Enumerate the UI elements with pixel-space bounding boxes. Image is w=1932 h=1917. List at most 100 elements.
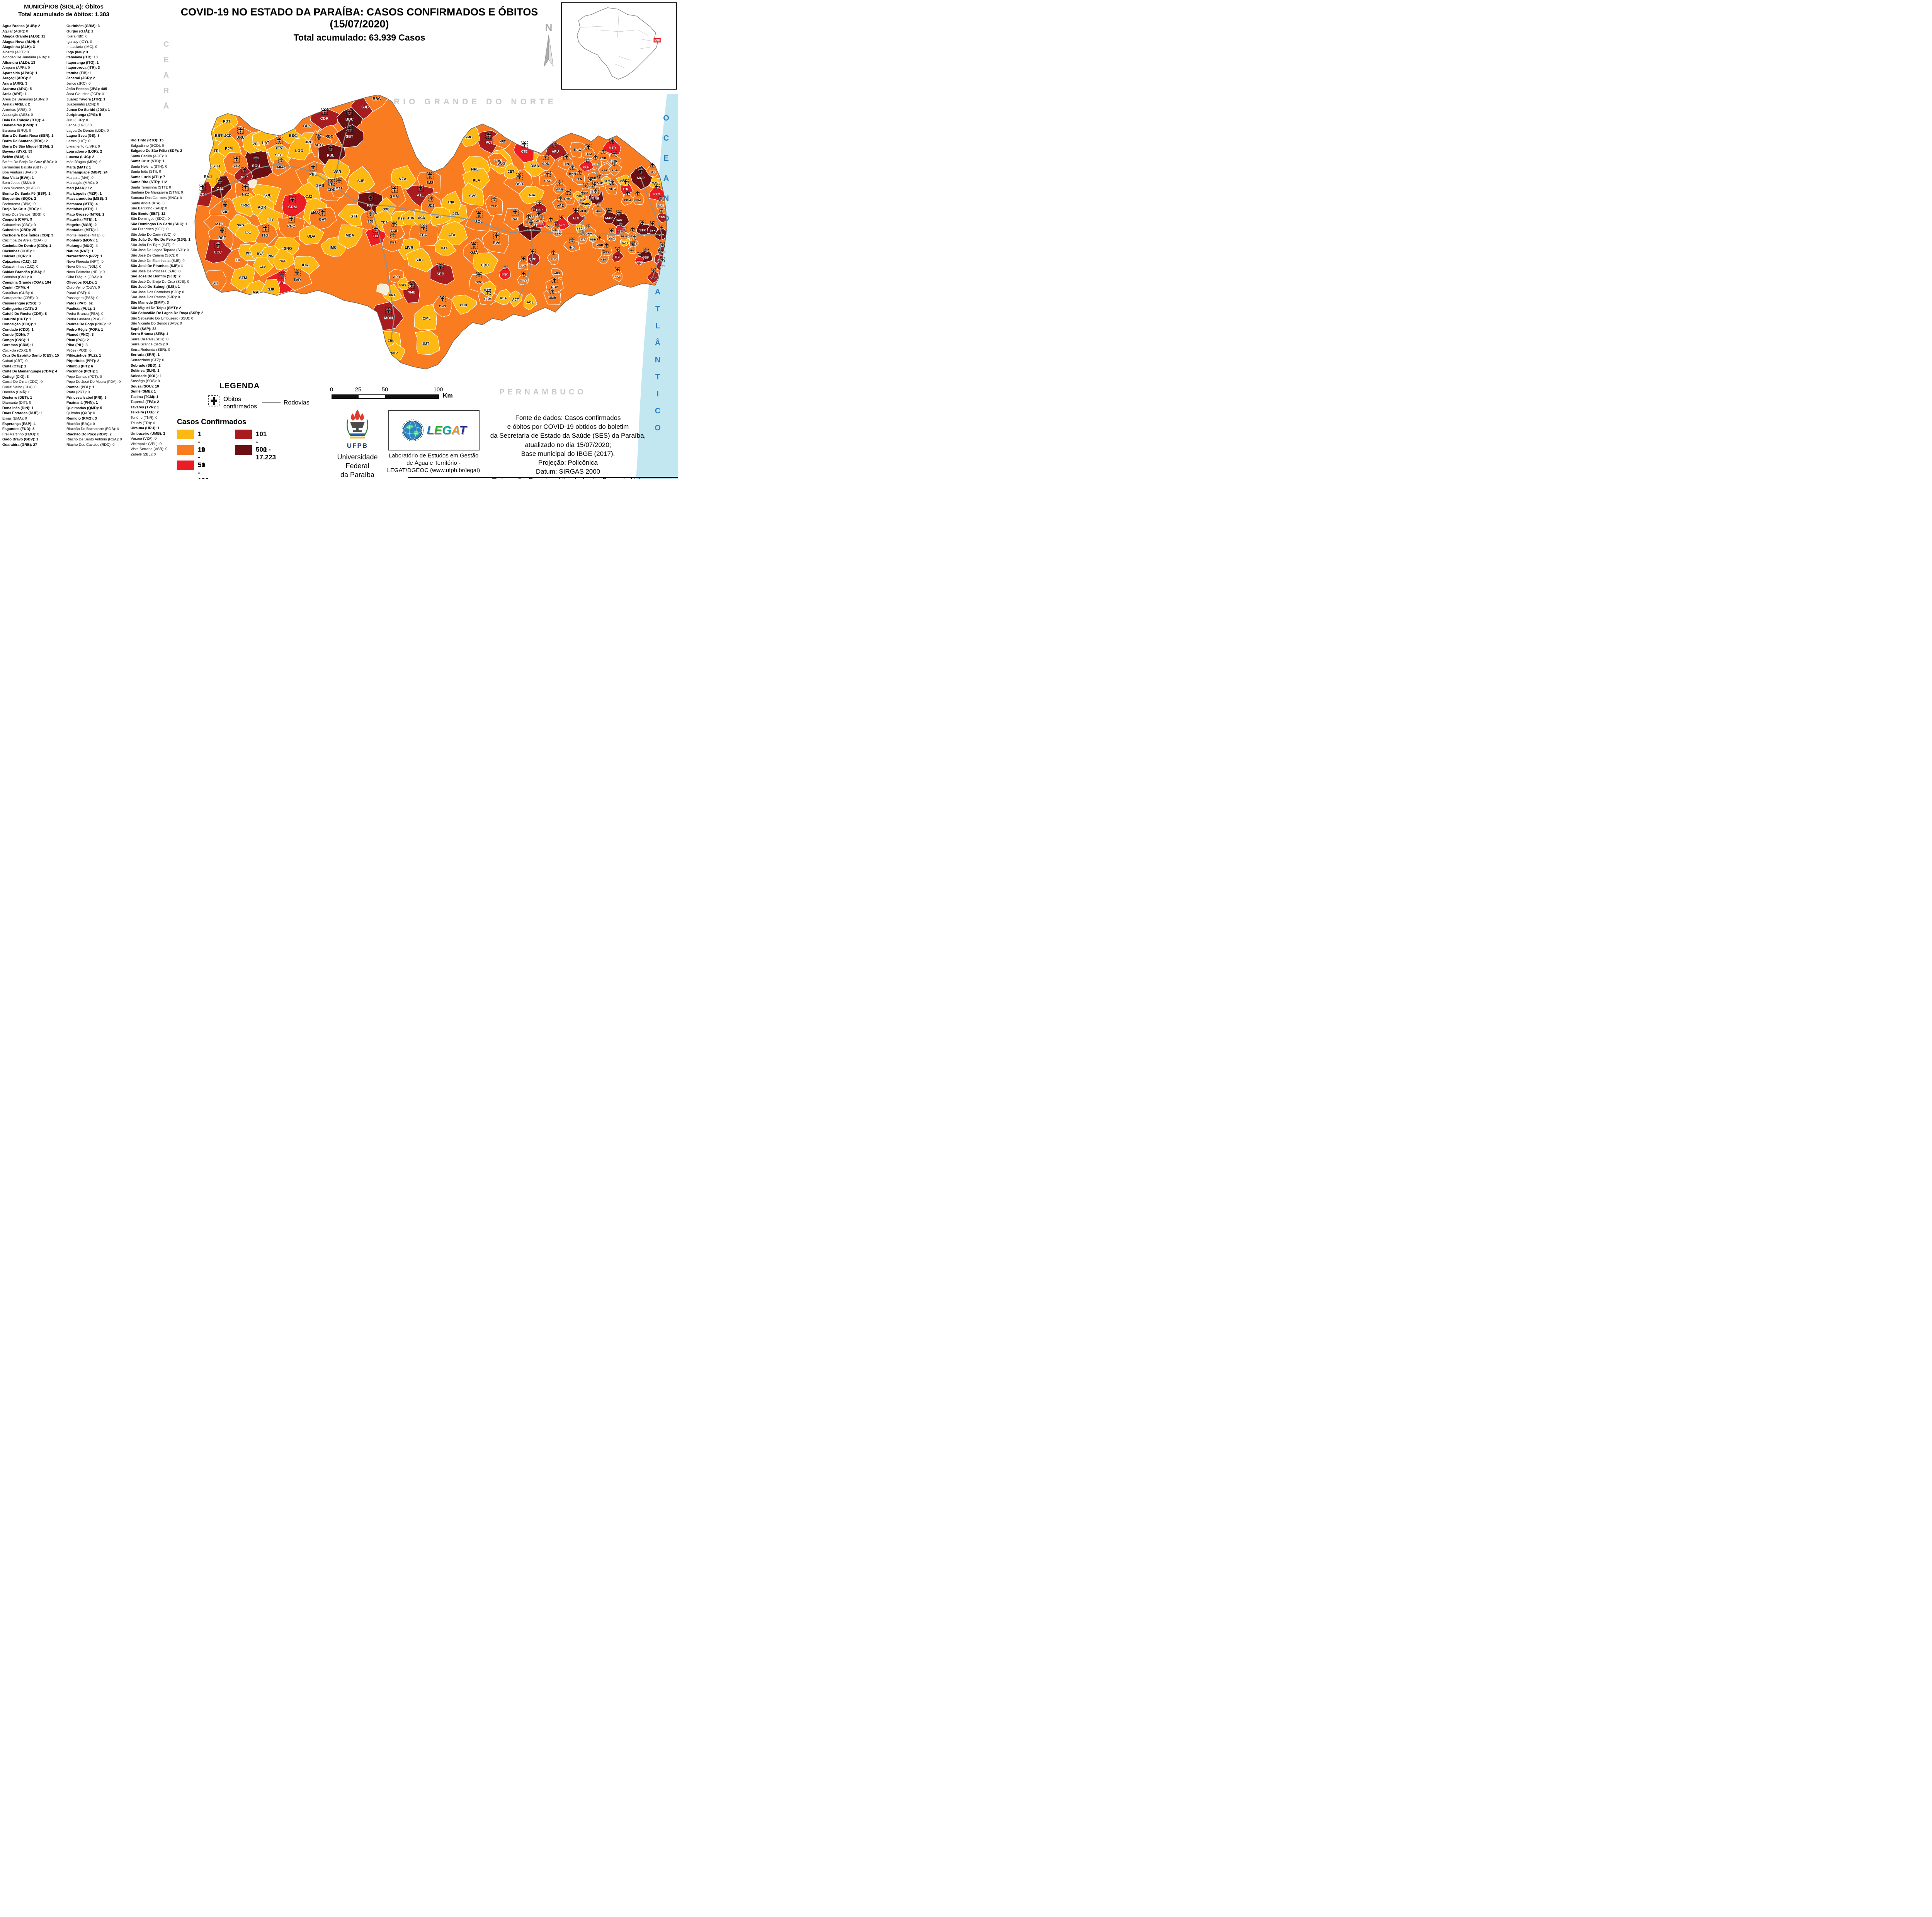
obitos-cross-marker [551, 277, 558, 283]
municipio-list-item: Areia De Baraúnas (ABN): 0 [2, 97, 48, 101]
obitos-cross-marker [616, 210, 622, 216]
obitos-cross-marker [548, 217, 553, 222]
municipality-label: STM [239, 276, 247, 280]
municipality-label: ALH [580, 209, 586, 213]
municipio-list-item: Mari (MAR): 12 [66, 185, 92, 190]
municipality-label: DIT [246, 252, 251, 255]
page-title: COVID-19 NO ESTADO DA PARAÍBA: CASOS CON… [180, 6, 538, 30]
municipality-label: PPT [588, 185, 594, 189]
bottom-frame-line [408, 477, 678, 478]
neighbor-label-pernambuco: PERNAMBUCO [499, 388, 587, 396]
municipio-list-item: Lagoa Seca (GS): 8 [66, 133, 100, 138]
legend-cases-title: Casos Confirmados [177, 418, 247, 426]
municipio-list-item: Gurinhém (GRM): 3 [66, 24, 100, 28]
municipio-list-item: Riachão Do Poço (RDP): 2 [66, 432, 112, 436]
municipality-label: PDF [643, 255, 649, 259]
municipality-label: SRG [237, 223, 244, 227]
obitos-cross-marker [328, 179, 335, 186]
obitos-cross-marker [471, 242, 478, 249]
obitos-cross-marker [660, 257, 665, 262]
obitos-cross-marker [543, 154, 549, 160]
municipio-list-item: Riacho Dos Cavalos (RDC): 0 [66, 442, 115, 447]
obitos-cross-marker [551, 250, 556, 255]
brazil-inset-box [561, 2, 677, 90]
municipality-label: CRM [288, 205, 297, 209]
municipio-list-item: Aparecida (APAC): 1 [2, 70, 37, 75]
municipio-list-item: Riachão (RAÇ): 0 [66, 421, 95, 426]
municipio-list-item: Pilões (POS): 0 [66, 348, 92, 352]
municipality-label: PCI [486, 141, 492, 145]
obitos-cross-marker [219, 227, 226, 235]
obitos-cross-marker [346, 126, 353, 133]
municipality-label: CBT [508, 170, 515, 173]
municipio-list-item: Cajazeirinhas (CJZ): 0 [2, 264, 39, 269]
municipality-area [415, 330, 440, 355]
municipio-list-item: Casserengue (CSG): 3 [2, 301, 41, 305]
ufpb-name: Universidade Federal da Paraíba [325, 453, 390, 479]
municipio-list-item: Araruna (ARU): 5 [2, 86, 32, 91]
municipality-label: LDD [602, 168, 609, 172]
legat-globe-icon [401, 419, 423, 442]
municipality-area [545, 277, 564, 294]
municipality-label: CGA [527, 228, 535, 232]
obitos-cross-marker [391, 186, 398, 193]
municipality-label: POR [612, 168, 618, 172]
municipality-label: DET [390, 240, 397, 244]
municipio-list-item: Junco Do Seridó (JDS): 1 [66, 107, 110, 112]
obitos-cross-marker [539, 215, 544, 220]
municipio-list-item: Imaculada (IMC): 0 [66, 44, 97, 49]
municipality-label: BBM [584, 202, 590, 206]
municipio-list-item: Picuí (PCI): 2 [66, 337, 89, 342]
obitos-cross-marker [659, 225, 664, 231]
municipality-area [235, 223, 260, 243]
municipio-list-item: Pitimbu (PIT): 6 [66, 364, 93, 368]
municipality-label: JRC [305, 140, 313, 144]
municipio-list-item: Cabedelo (CBD): 25 [2, 228, 36, 232]
municipio-list-item: Aroeiras (ARS): 0 [2, 107, 31, 112]
municipality-area [253, 257, 274, 277]
municipality-label: FMO [465, 135, 473, 139]
municipality-area [282, 192, 309, 218]
obitos-cross-marker [609, 228, 614, 233]
municipio-list-item: São Sebastião De Lagoa De Roça (SSR): 2 [131, 311, 204, 315]
municipio-list-item: Lagoa De Dentro (LDD): 0 [66, 128, 109, 133]
obitos-cross-marker [585, 144, 592, 150]
obitos-cross-marker [439, 296, 446, 302]
municipio-list-item: Cruz Do Espirito Santo (CES): 15 [2, 353, 59, 358]
municipality-label: NFT [499, 139, 506, 143]
obitos-cross-marker [493, 232, 500, 240]
municipality-area [299, 225, 324, 245]
obitos-cross-marker [420, 224, 427, 231]
obitos-cross-marker [214, 241, 221, 249]
municipio-list-item: Pombal (PBL): 1 [66, 384, 95, 389]
road-line [640, 178, 663, 278]
municipality-label: MAR [605, 216, 612, 220]
municipality-label: JPG [636, 260, 642, 263]
municipality-label: CBA [608, 236, 615, 240]
municipality-label: GS [540, 223, 544, 226]
municipality-label: TCM [585, 152, 592, 156]
municipality-label: SDR [590, 177, 596, 180]
municipality-label: ALD [657, 258, 663, 261]
municipio-list-item: São João Do Cariri (SJC): 0 [131, 232, 176, 236]
ufpb-block: UFPB Universidade Federal da Paraíba [325, 408, 390, 479]
legat-caption-line: de Água e Território - [406, 460, 461, 466]
legend-class-label: 101 - 500 [256, 430, 267, 453]
municipio-list-item: Pedras De Fogo (PDF): 17 [66, 322, 111, 326]
municipio-list-item: Salgadinho (SGD): 0 [131, 143, 164, 148]
municipality-label: IBI [235, 258, 240, 262]
municipality-label: PLA [473, 179, 480, 183]
municipio-list-item: Pedra Lavrada (PLA): 0 [66, 316, 105, 321]
obitos-cross-marker [530, 249, 536, 255]
obitos-cross-marker [569, 238, 575, 243]
obitos-cross-marker [625, 190, 630, 196]
municipio-list-item: São Domingos Do Cariri (SDC): 1 [131, 221, 188, 226]
municipio-list-item: Ouro Velho (OUV): 0 [66, 285, 100, 290]
municipality-area [347, 166, 376, 193]
municipio-list-item: Baia Da Traição (BTÇ): 4 [2, 117, 44, 122]
obitos-cross-marker [570, 164, 576, 170]
municipio-list-item: Caraúbas (CUB): 0 [2, 290, 33, 295]
municipality-label: CDA [381, 220, 388, 224]
municipality-label: GJÃ [470, 251, 478, 255]
municipality-label: BNN [569, 172, 576, 176]
